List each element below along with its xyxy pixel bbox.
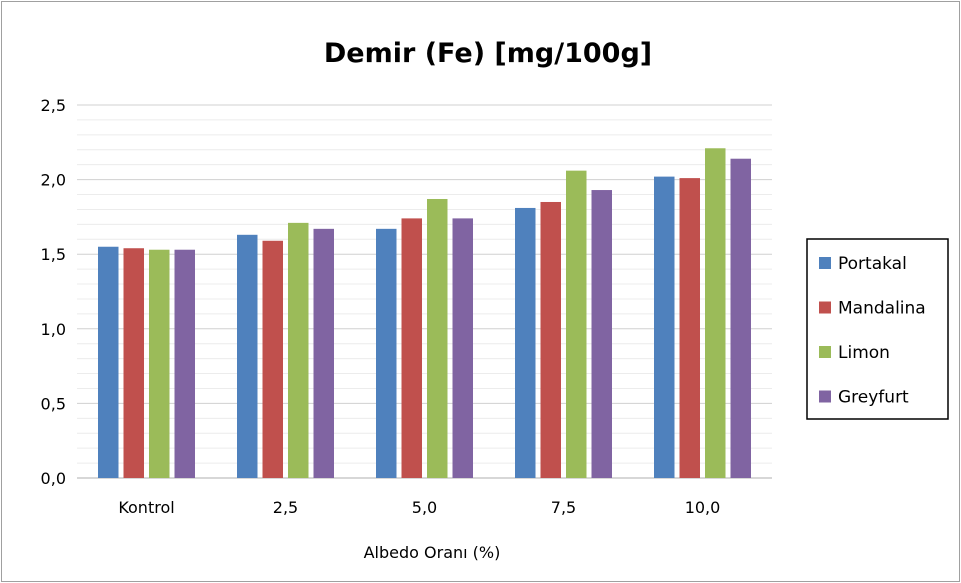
legend-label-greyfurt: Greyfurt xyxy=(838,388,909,408)
bar-limon xyxy=(288,222,309,478)
legend-swatch-limon xyxy=(819,346,831,358)
bar-greyfurt xyxy=(174,249,195,478)
legend-swatch-mandalina xyxy=(819,301,831,314)
bars xyxy=(98,148,751,479)
y-tick-label: 1,5 xyxy=(41,245,66,264)
x-tick-label: 5,0 xyxy=(412,498,437,517)
bar-limon xyxy=(705,148,726,478)
bar-limon xyxy=(427,198,448,478)
chart-title: Demir (Fe) [mg/100g] xyxy=(324,38,652,69)
bar-portakal xyxy=(376,228,397,478)
x-axis-title: Albedo Oranı (%) xyxy=(364,543,501,562)
bar-greyfurt xyxy=(591,190,612,478)
legend-label-mandalina: Mandalina xyxy=(838,299,926,319)
legend-label-portakal: Portakal xyxy=(838,254,907,274)
bar-greyfurt xyxy=(452,218,473,478)
y-tick-label: 0,5 xyxy=(41,394,66,413)
x-tick-label: 2,5 xyxy=(273,498,298,517)
bar-mandalina xyxy=(123,248,144,478)
y-tick-label: 2,5 xyxy=(41,96,66,115)
bar-mandalina xyxy=(540,201,561,479)
x-tick-label: 7,5 xyxy=(551,498,576,517)
x-tick-label: Kontrol xyxy=(118,498,174,517)
legend-swatch-greyfurt xyxy=(819,390,831,403)
bar-mandalina xyxy=(262,240,283,478)
bar-greyfurt xyxy=(730,158,751,478)
bar-limon xyxy=(566,170,587,478)
legend-label-limon: Limon xyxy=(838,343,890,363)
bar-limon xyxy=(149,249,170,478)
bar-portakal xyxy=(237,234,258,478)
bar-portakal xyxy=(515,207,536,478)
bar-mandalina xyxy=(401,218,422,478)
bar-portakal xyxy=(654,176,675,478)
bar-mandalina xyxy=(679,178,700,478)
y-tick-label: 1,0 xyxy=(41,320,66,339)
bar-greyfurt xyxy=(313,228,334,478)
y-tick-label: 2,0 xyxy=(41,171,66,190)
bar-portakal xyxy=(98,246,119,478)
y-tick-label: 0,0 xyxy=(41,469,66,488)
legend-swatch-portakal xyxy=(819,257,831,269)
x-axis-ticks: Kontrol 2,5 5,0 7,5 10,0 xyxy=(118,498,720,517)
legend: Portakal Mandalina Limon Greyfurt xyxy=(806,238,949,420)
x-tick-label: 10,0 xyxy=(685,498,721,517)
y-axis-ticks: 0,0 0,5 1,0 1,5 2,0 2,5 xyxy=(41,96,66,488)
